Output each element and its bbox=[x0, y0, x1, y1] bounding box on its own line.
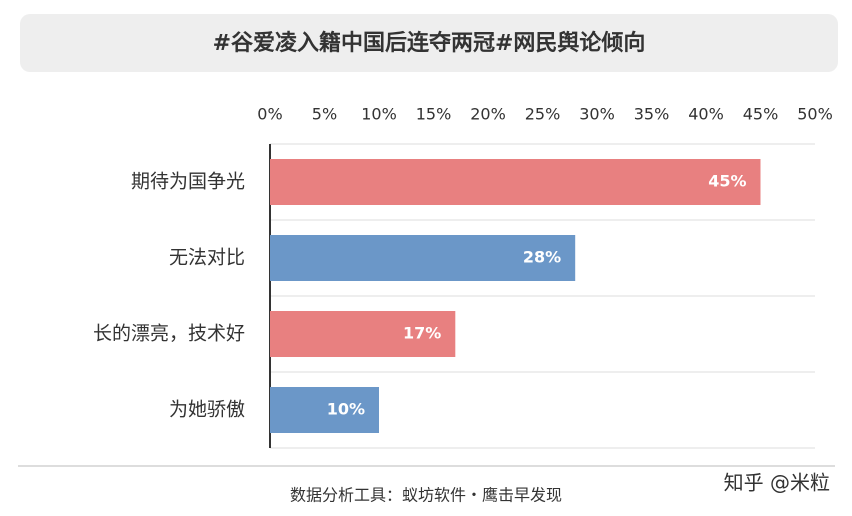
y-tick-label: 长的漂亮，技术好 bbox=[93, 323, 245, 345]
bar bbox=[270, 159, 761, 205]
x-tick-label: 5% bbox=[312, 105, 337, 124]
y-tick-label: 期待为国争光 bbox=[131, 171, 245, 193]
value-label: 17% bbox=[403, 324, 441, 343]
x-tick-label: 50% bbox=[797, 105, 833, 124]
value-label: 10% bbox=[327, 400, 365, 419]
y-tick-label: 无法对比 bbox=[169, 247, 245, 269]
x-tick-label: 15% bbox=[416, 105, 452, 124]
x-tick-label: 40% bbox=[688, 105, 724, 124]
x-tick-label: 45% bbox=[743, 105, 779, 124]
x-tick-label: 25% bbox=[525, 105, 561, 124]
value-label: 45% bbox=[708, 172, 746, 191]
y-tick-label: 为她骄傲 bbox=[169, 399, 245, 421]
x-tick-label: 10% bbox=[361, 105, 397, 124]
watermark: 知乎 @米粒 bbox=[724, 471, 830, 495]
bar bbox=[270, 387, 379, 433]
bar bbox=[270, 235, 576, 281]
chart-title: #谷爱凌入籍中国后连夺两冠#网民舆论倾向 bbox=[213, 30, 646, 56]
x-tick-label: 0% bbox=[257, 105, 282, 124]
footer: 数据分析工具：蚁坊软件・鹰击早发现 bbox=[290, 486, 562, 505]
value-label: 28% bbox=[523, 248, 561, 267]
title-box bbox=[20, 14, 838, 72]
bar bbox=[270, 311, 456, 357]
x-tick-label: 20% bbox=[470, 105, 506, 124]
x-tick-label: 35% bbox=[634, 105, 670, 124]
x-tick-label: 30% bbox=[579, 105, 615, 124]
